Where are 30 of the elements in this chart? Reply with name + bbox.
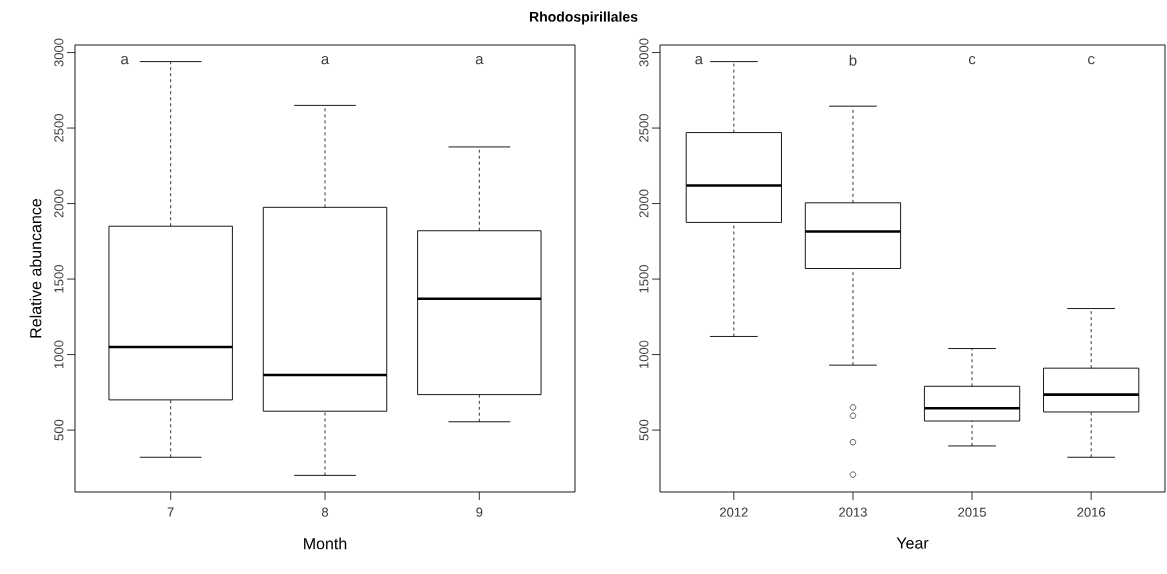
y-tick-label: 3000 (54, 38, 64, 67)
annotation: c (1088, 56, 1095, 65)
y-tick-label: 500 (639, 419, 649, 441)
annotation: a (695, 56, 704, 65)
y-tick-label: 2000 (54, 189, 64, 218)
y-tick-label: 1500 (639, 265, 649, 293)
y-tick-label: 2500 (54, 114, 64, 142)
x-tick-label: 2015 (958, 507, 986, 517)
x-axis-title: Year (896, 537, 929, 549)
y-tick-label: 1000 (54, 340, 64, 369)
y-axis-title: Relative abuncance (29, 198, 42, 338)
x-tick-label: 8 (321, 507, 329, 517)
annotation: a (121, 56, 129, 65)
x-tick-label: 2016 (1077, 507, 1106, 517)
x-tick-label: 2012 (720, 507, 748, 517)
chart-title: Rhodospirillales (529, 11, 638, 25)
x-tick-label: 9 (476, 507, 483, 517)
x-axis-title: Month (304, 537, 347, 550)
annotation: a (475, 56, 484, 65)
annotation: a (321, 56, 330, 65)
x-tick-label: 2013 (839, 507, 867, 517)
y-tick-label: 1000 (639, 340, 649, 369)
y-tick-label: 500 (54, 419, 64, 441)
annotation: c (968, 56, 976, 65)
y-tick-label: 3000 (639, 38, 649, 67)
y-tick-label: 1500 (54, 265, 64, 293)
y-tick-label: 2500 (639, 114, 649, 142)
annotation: b (849, 54, 857, 66)
x-tick-label: 7 (167, 507, 174, 517)
y-tick-label: 2000 (639, 189, 649, 218)
